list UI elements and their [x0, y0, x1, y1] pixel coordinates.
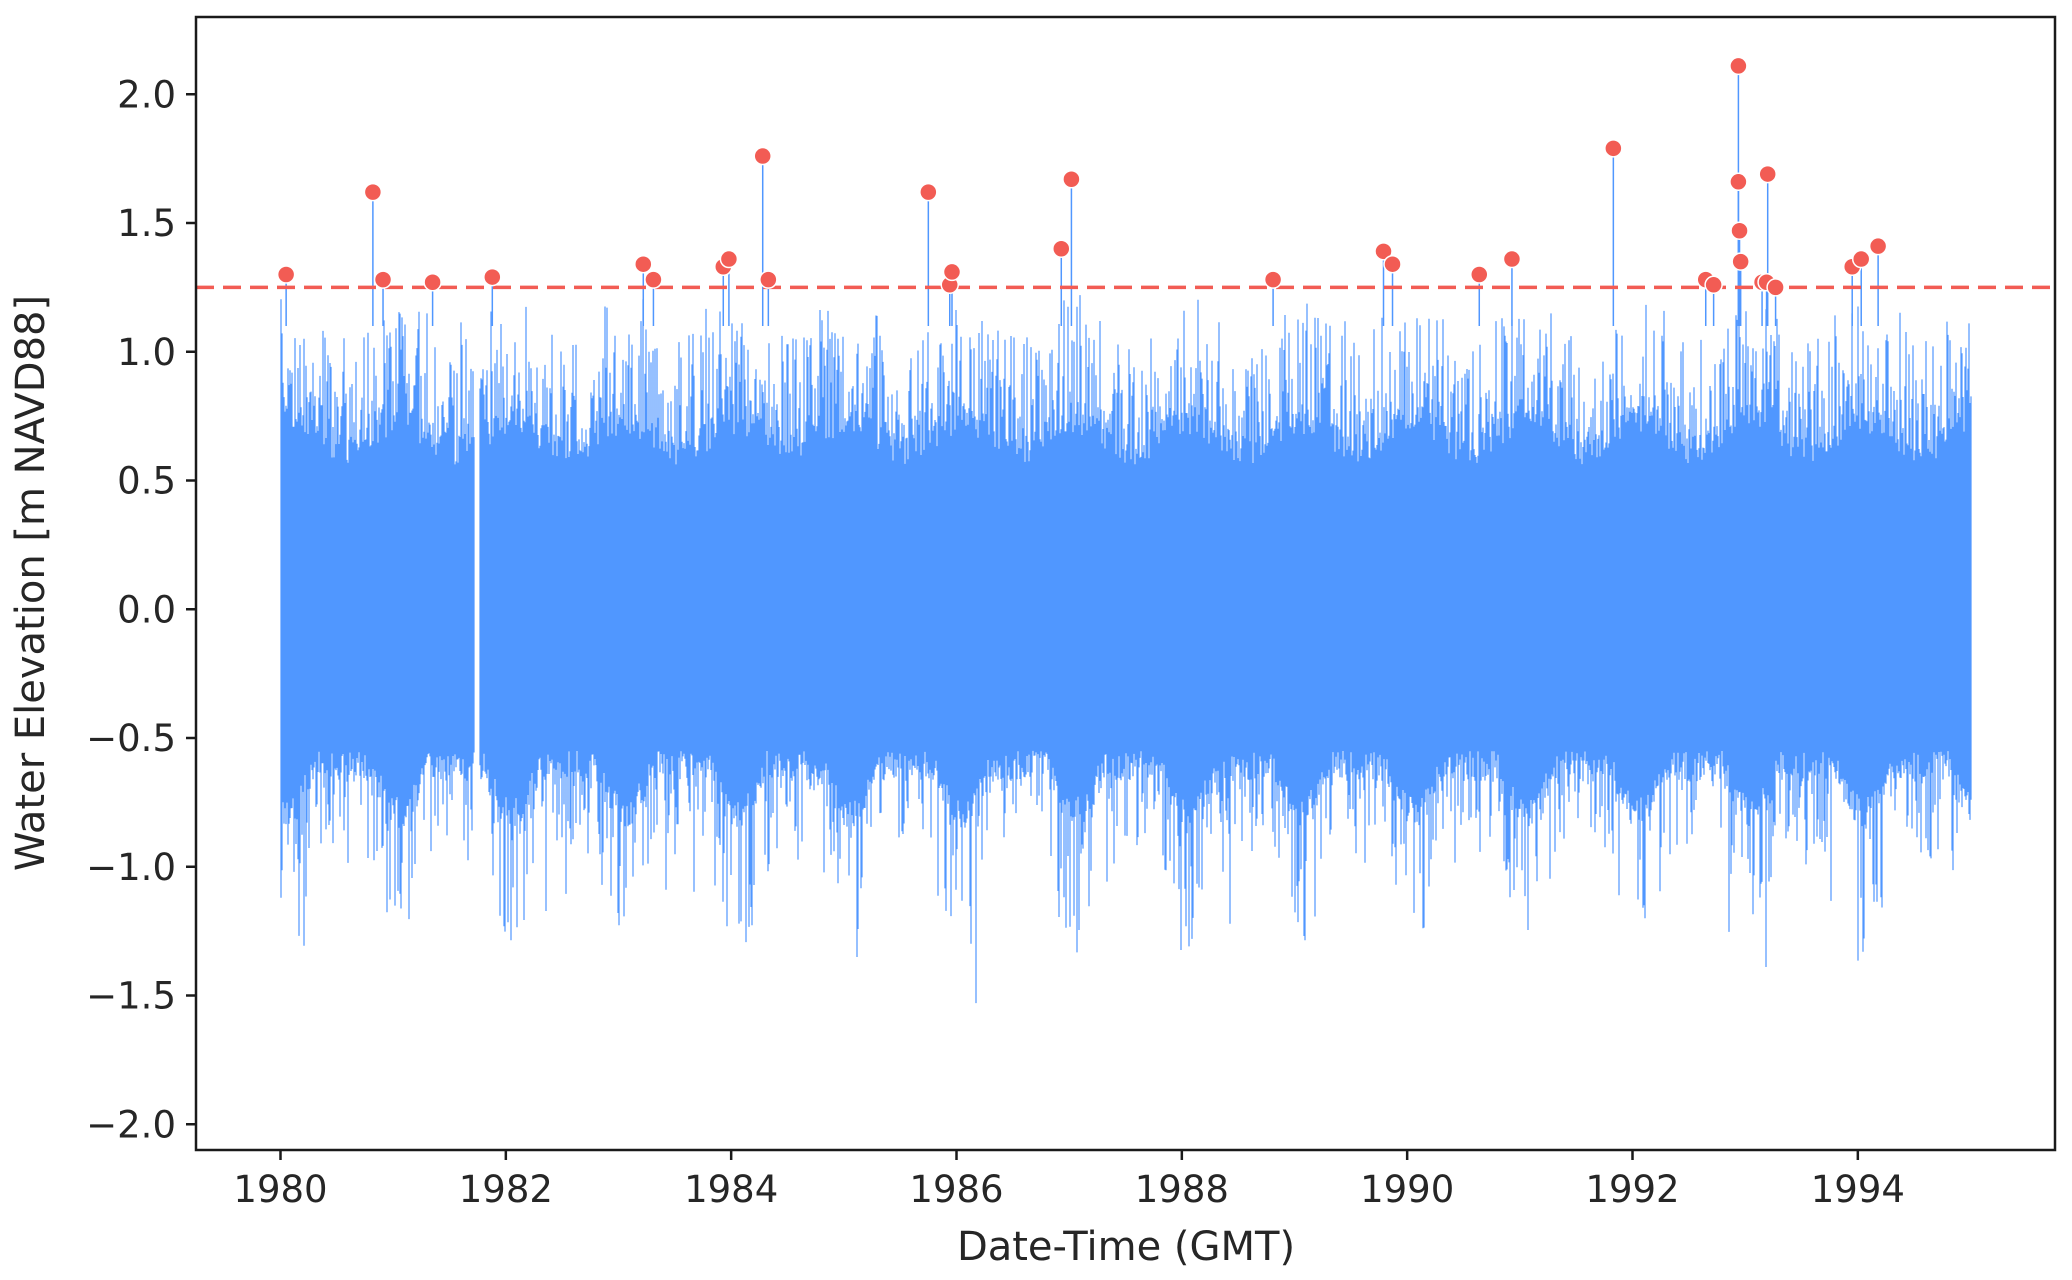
y-axis-label: Water Elevation [m NAVD88]: [8, 295, 54, 871]
peak-marker: [1052, 239, 1071, 258]
peak-marker: [1502, 249, 1522, 269]
peak-marker: [363, 182, 383, 202]
x-tick-label: 1992: [1585, 1168, 1679, 1211]
y-tick-label: −2.0: [86, 1103, 176, 1146]
y-tick-label: −1.0: [86, 846, 176, 889]
peak-marker: [1704, 275, 1723, 295]
plot-frame: [194, 15, 2057, 1152]
peak-marker: [1374, 242, 1393, 261]
peak-marker: [276, 265, 296, 284]
peak-marker: [1383, 254, 1402, 274]
peak-marker: [942, 262, 962, 282]
peak-marker: [753, 146, 772, 166]
peak-marker: [1470, 265, 1489, 284]
peak-marker: [1729, 172, 1748, 192]
peak-marker: [1730, 221, 1749, 240]
peak-marker: [1062, 169, 1081, 189]
water-elevation-trace: [280, 295, 1972, 1004]
peak-marker: [719, 249, 739, 269]
x-tick-label: 1980: [233, 1168, 327, 1211]
water-elevation-series: [280, 295, 1972, 1004]
y-tick-label: 1.5: [117, 202, 176, 245]
y-tick-label: 1.0: [117, 331, 176, 374]
peak-marker: [1868, 236, 1888, 256]
x-axis-label: Date-Time (GMT): [957, 1224, 1295, 1270]
y-axis: −2.0 −1.5 −1.0 −0.5 0.0 0.5 1.0 1.5 2.0: [86, 73, 196, 1146]
y-tick-label: 0.0: [117, 588, 176, 631]
x-tick-label: 1982: [459, 1168, 553, 1211]
y-tick-label: 2.0: [117, 73, 176, 116]
peak-markers: [276, 56, 1888, 297]
x-axis: 1980 1982 1984 1986 1988 1990 1992 1994: [233, 1150, 1905, 1211]
peak-marker: [1758, 164, 1777, 184]
y-tick-label: −1.5: [86, 975, 176, 1018]
peak-marker: [373, 270, 393, 289]
peak-marker: [1766, 278, 1785, 297]
peak-marker: [1851, 249, 1871, 269]
peak-marker: [483, 267, 502, 287]
peak-marker: [1729, 56, 1748, 76]
x-tick-label: 1984: [684, 1168, 778, 1211]
y-tick-label: −0.5: [86, 717, 176, 760]
x-tick-label: 1988: [1135, 1168, 1229, 1211]
x-tick-label: 1986: [909, 1168, 1003, 1211]
peak-marker: [1731, 252, 1750, 271]
y-tick-label: 0.5: [117, 460, 176, 503]
peak-marker: [1604, 139, 1623, 158]
peak-marker: [644, 270, 663, 289]
peak-marker: [634, 254, 653, 274]
x-tick-label: 1994: [1811, 1168, 1905, 1211]
peak-marker: [1263, 270, 1283, 289]
peak-marker: [919, 182, 938, 202]
peak-marker: [759, 270, 778, 289]
peak-marker: [423, 272, 442, 292]
x-tick-label: 1990: [1360, 1168, 1454, 1211]
